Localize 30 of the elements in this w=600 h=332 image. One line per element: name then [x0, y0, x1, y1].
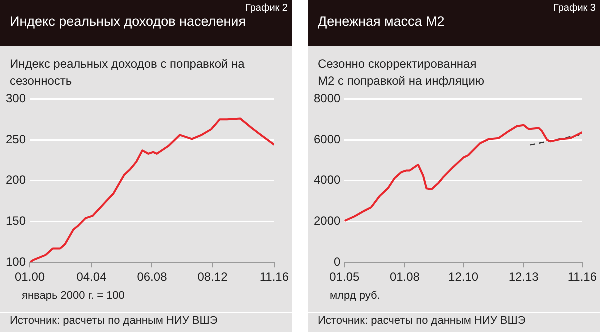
x-tick-label: 06.08	[137, 270, 168, 284]
text: График 2	[245, 3, 288, 14]
chart-subtitle: Сезонно скорректированная М2 с поправкой на инфляцию	[318, 56, 486, 90]
x-tick-label: 04.04	[76, 270, 108, 284]
chart-subtitle: Индекс реальных доходов с поправкой на сезонность	[10, 56, 246, 90]
y-tick-label: 150	[6, 214, 26, 228]
x-tick-label: 12.13	[508, 270, 540, 284]
chart-title: Денежная масса М2	[318, 14, 445, 29]
x-tick-label: 01.00	[15, 270, 46, 284]
y-tick-label: 4000	[314, 173, 342, 188]
text: млрд руб.	[330, 290, 380, 302]
y-tick-label: 0	[334, 254, 342, 269]
y-tick-label: 300	[6, 92, 26, 106]
y-tick-label: 200	[6, 173, 26, 188]
y-tick-label: 100	[6, 254, 26, 269]
y-tick-label: 2000	[314, 214, 342, 228]
x-tick-label: 08.12	[198, 270, 228, 284]
y-tick-label: 250	[6, 132, 26, 146]
text: График 3	[553, 3, 596, 14]
x-tick-label: 12.10	[448, 270, 479, 284]
x-tick-label: 01.08	[390, 270, 420, 284]
x-tick-label: 11.16	[568, 270, 598, 284]
chart-title: Индекс реальных доходов населения	[10, 14, 246, 29]
text: Источник: расчеты по данным НИУ ВШЭ	[318, 315, 526, 327]
x-tick-label: 01.05	[330, 270, 360, 284]
x-tick-label: 11.16	[260, 270, 290, 284]
y-tick-label: 6000	[314, 132, 342, 146]
y-tick-label: 8000	[314, 92, 342, 106]
text: январь 2000 г. = 100	[22, 290, 125, 302]
text: Источник: расчеты по данным НИУ ВШЭ	[10, 315, 218, 327]
